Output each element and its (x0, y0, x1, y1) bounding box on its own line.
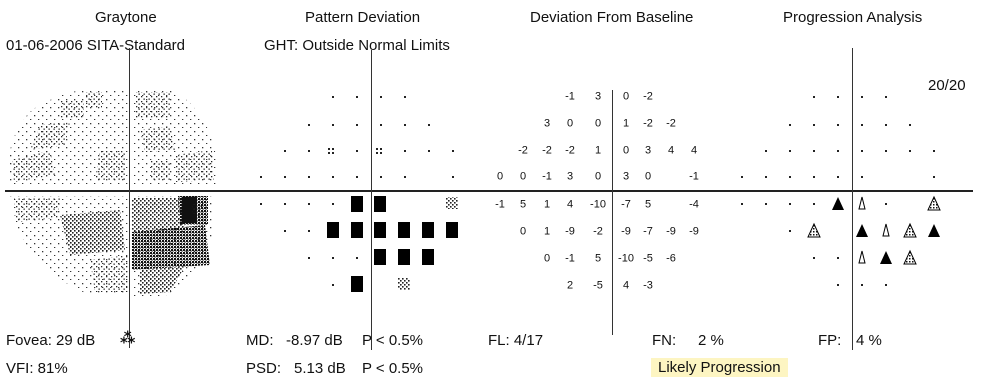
vfi-value: VFI: 81% (6, 360, 68, 377)
fixation-losses: FL: 4/17 (488, 332, 544, 349)
exam-date-strategy: 01-06-2006 SITA-Standard (6, 37, 185, 54)
baseline-value: 0 (594, 170, 602, 183)
psd-probability: P < 0.5% (362, 360, 424, 377)
baseline-value: -2 (643, 117, 653, 130)
baseline-value: -9 (666, 225, 676, 238)
psd-value: 5.13 dB (294, 360, 346, 377)
baseline-value: 0 (622, 144, 630, 157)
baseline-value: -7 (621, 198, 631, 211)
graytone-header: Graytone (95, 9, 157, 26)
baseline-value: 4 (566, 198, 574, 211)
fovea-marker-icon: ⁂ (120, 330, 136, 347)
baseline-value: -9 (689, 225, 699, 238)
baseline-value: -3 (643, 279, 653, 292)
baseline-value: -10 (590, 198, 606, 211)
baseline-value: 0 (594, 117, 602, 130)
baseline-value: 1 (594, 144, 602, 157)
progression-vertical-axis (852, 48, 853, 350)
baseline-value: -4 (689, 198, 699, 211)
baseline-value: -7 (643, 225, 653, 238)
baseline-value: -2 (593, 225, 603, 238)
baseline-value: -2 (643, 90, 653, 103)
baseline-value: -2 (542, 144, 552, 157)
baseline-value: 5 (644, 198, 652, 211)
baseline-value: 1 (622, 117, 630, 130)
false-negatives-value: 2 % (698, 332, 724, 349)
baseline-value: -6 (666, 252, 676, 265)
baseline-value: 0 (644, 170, 652, 183)
baseline-value: 2 (566, 279, 574, 292)
false-positives-label: FP: (818, 332, 842, 349)
baseline-value: -2 (666, 117, 676, 130)
baseline-value: -9 (565, 225, 575, 238)
reliability-count: 20/20 (928, 77, 966, 94)
baseline-value: -1 (542, 170, 552, 183)
baseline-value: 3 (644, 144, 652, 157)
baseline-value: -1 (565, 90, 575, 103)
baseline-value: 0 (566, 117, 574, 130)
graytone-vertical-axis (129, 48, 130, 348)
baseline-value: 4 (622, 279, 630, 292)
baseline-value: -10 (618, 252, 634, 265)
baseline-value: 3 (566, 170, 574, 183)
psd-label: PSD: (246, 360, 282, 377)
pattern-vertical-axis (371, 50, 372, 350)
baseline-value: 4 (690, 144, 698, 157)
baseline-value: -1 (495, 198, 505, 211)
false-negatives-label: FN: (652, 332, 677, 349)
baseline-value: 5 (519, 198, 527, 211)
md-probability: P < 0.5% (362, 332, 424, 349)
baseline-value: 3 (622, 170, 630, 183)
baseline-value: -2 (518, 144, 528, 157)
progression-analysis-header: Progression Analysis (783, 9, 923, 26)
baseline-value: 0 (543, 252, 551, 265)
baseline-vertical-axis (612, 90, 613, 335)
horizontal-axis (5, 190, 973, 192)
baseline-value: 3 (594, 90, 602, 103)
baseline-value: -9 (621, 225, 631, 238)
progression-result-badge: Likely Progression (651, 358, 788, 377)
pattern-deviation-header: Pattern Deviation (305, 9, 421, 26)
baseline-value: 4 (667, 144, 675, 157)
baseline-value: -5 (643, 252, 653, 265)
baseline-value: 0 (622, 90, 630, 103)
baseline-value: 1 (543, 225, 551, 238)
baseline-value: -2 (565, 144, 575, 157)
baseline-value: -1 (689, 170, 699, 183)
baseline-value: 0 (496, 170, 504, 183)
false-positives-value: 4 % (856, 332, 882, 349)
fovea-value: Fovea: 29 dB (6, 332, 96, 349)
md-value: -8.97 dB (286, 332, 343, 349)
baseline-value: -5 (593, 279, 603, 292)
deviation-from-baseline-header: Deviation From Baseline (530, 9, 694, 26)
md-label: MD: (246, 332, 274, 349)
baseline-value: 5 (594, 252, 602, 265)
baseline-value: 3 (543, 117, 551, 130)
baseline-value: 1 (543, 198, 551, 211)
ght-result: GHT: Outside Normal Limits (264, 37, 450, 54)
baseline-value: 0 (519, 225, 527, 238)
baseline-value: -1 (565, 252, 575, 265)
baseline-value: 0 (519, 170, 527, 183)
